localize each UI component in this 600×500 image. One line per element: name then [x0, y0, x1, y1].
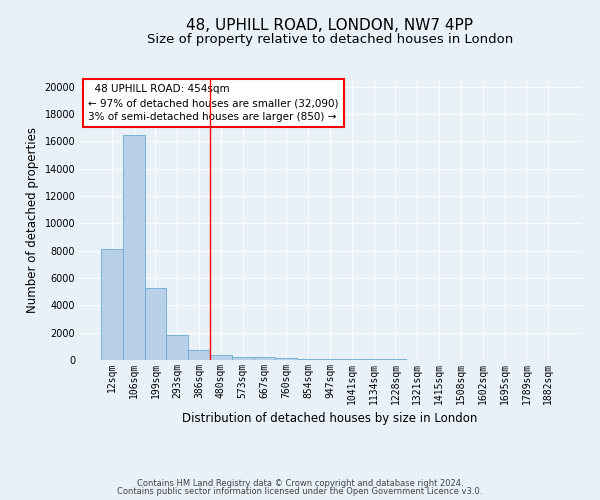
- Text: 48, UPHILL ROAD, LONDON, NW7 4PP: 48, UPHILL ROAD, LONDON, NW7 4PP: [187, 18, 473, 32]
- Text: Contains HM Land Registry data © Crown copyright and database right 2024.: Contains HM Land Registry data © Crown c…: [137, 478, 463, 488]
- Bar: [319, 359, 341, 360]
- Bar: [232, 356, 254, 360]
- Y-axis label: Number of detached properties: Number of detached properties: [26, 127, 39, 313]
- Bar: [341, 359, 363, 360]
- Text: Contains public sector information licensed under the Open Government Licence v3: Contains public sector information licen…: [118, 487, 482, 496]
- Bar: [188, 350, 210, 360]
- Bar: [166, 334, 188, 360]
- Bar: [123, 134, 145, 360]
- Bar: [145, 288, 166, 360]
- Text: Size of property relative to detached houses in London: Size of property relative to detached ho…: [147, 32, 513, 46]
- Text: 48 UPHILL ROAD: 454sqm
← 97% of detached houses are smaller (32,090)
3% of semi-: 48 UPHILL ROAD: 454sqm ← 97% of detached…: [88, 84, 338, 122]
- Bar: [210, 355, 232, 360]
- Bar: [275, 358, 297, 360]
- Bar: [101, 250, 123, 360]
- Bar: [297, 358, 319, 360]
- Bar: [254, 358, 275, 360]
- X-axis label: Distribution of detached houses by size in London: Distribution of detached houses by size …: [182, 412, 478, 425]
